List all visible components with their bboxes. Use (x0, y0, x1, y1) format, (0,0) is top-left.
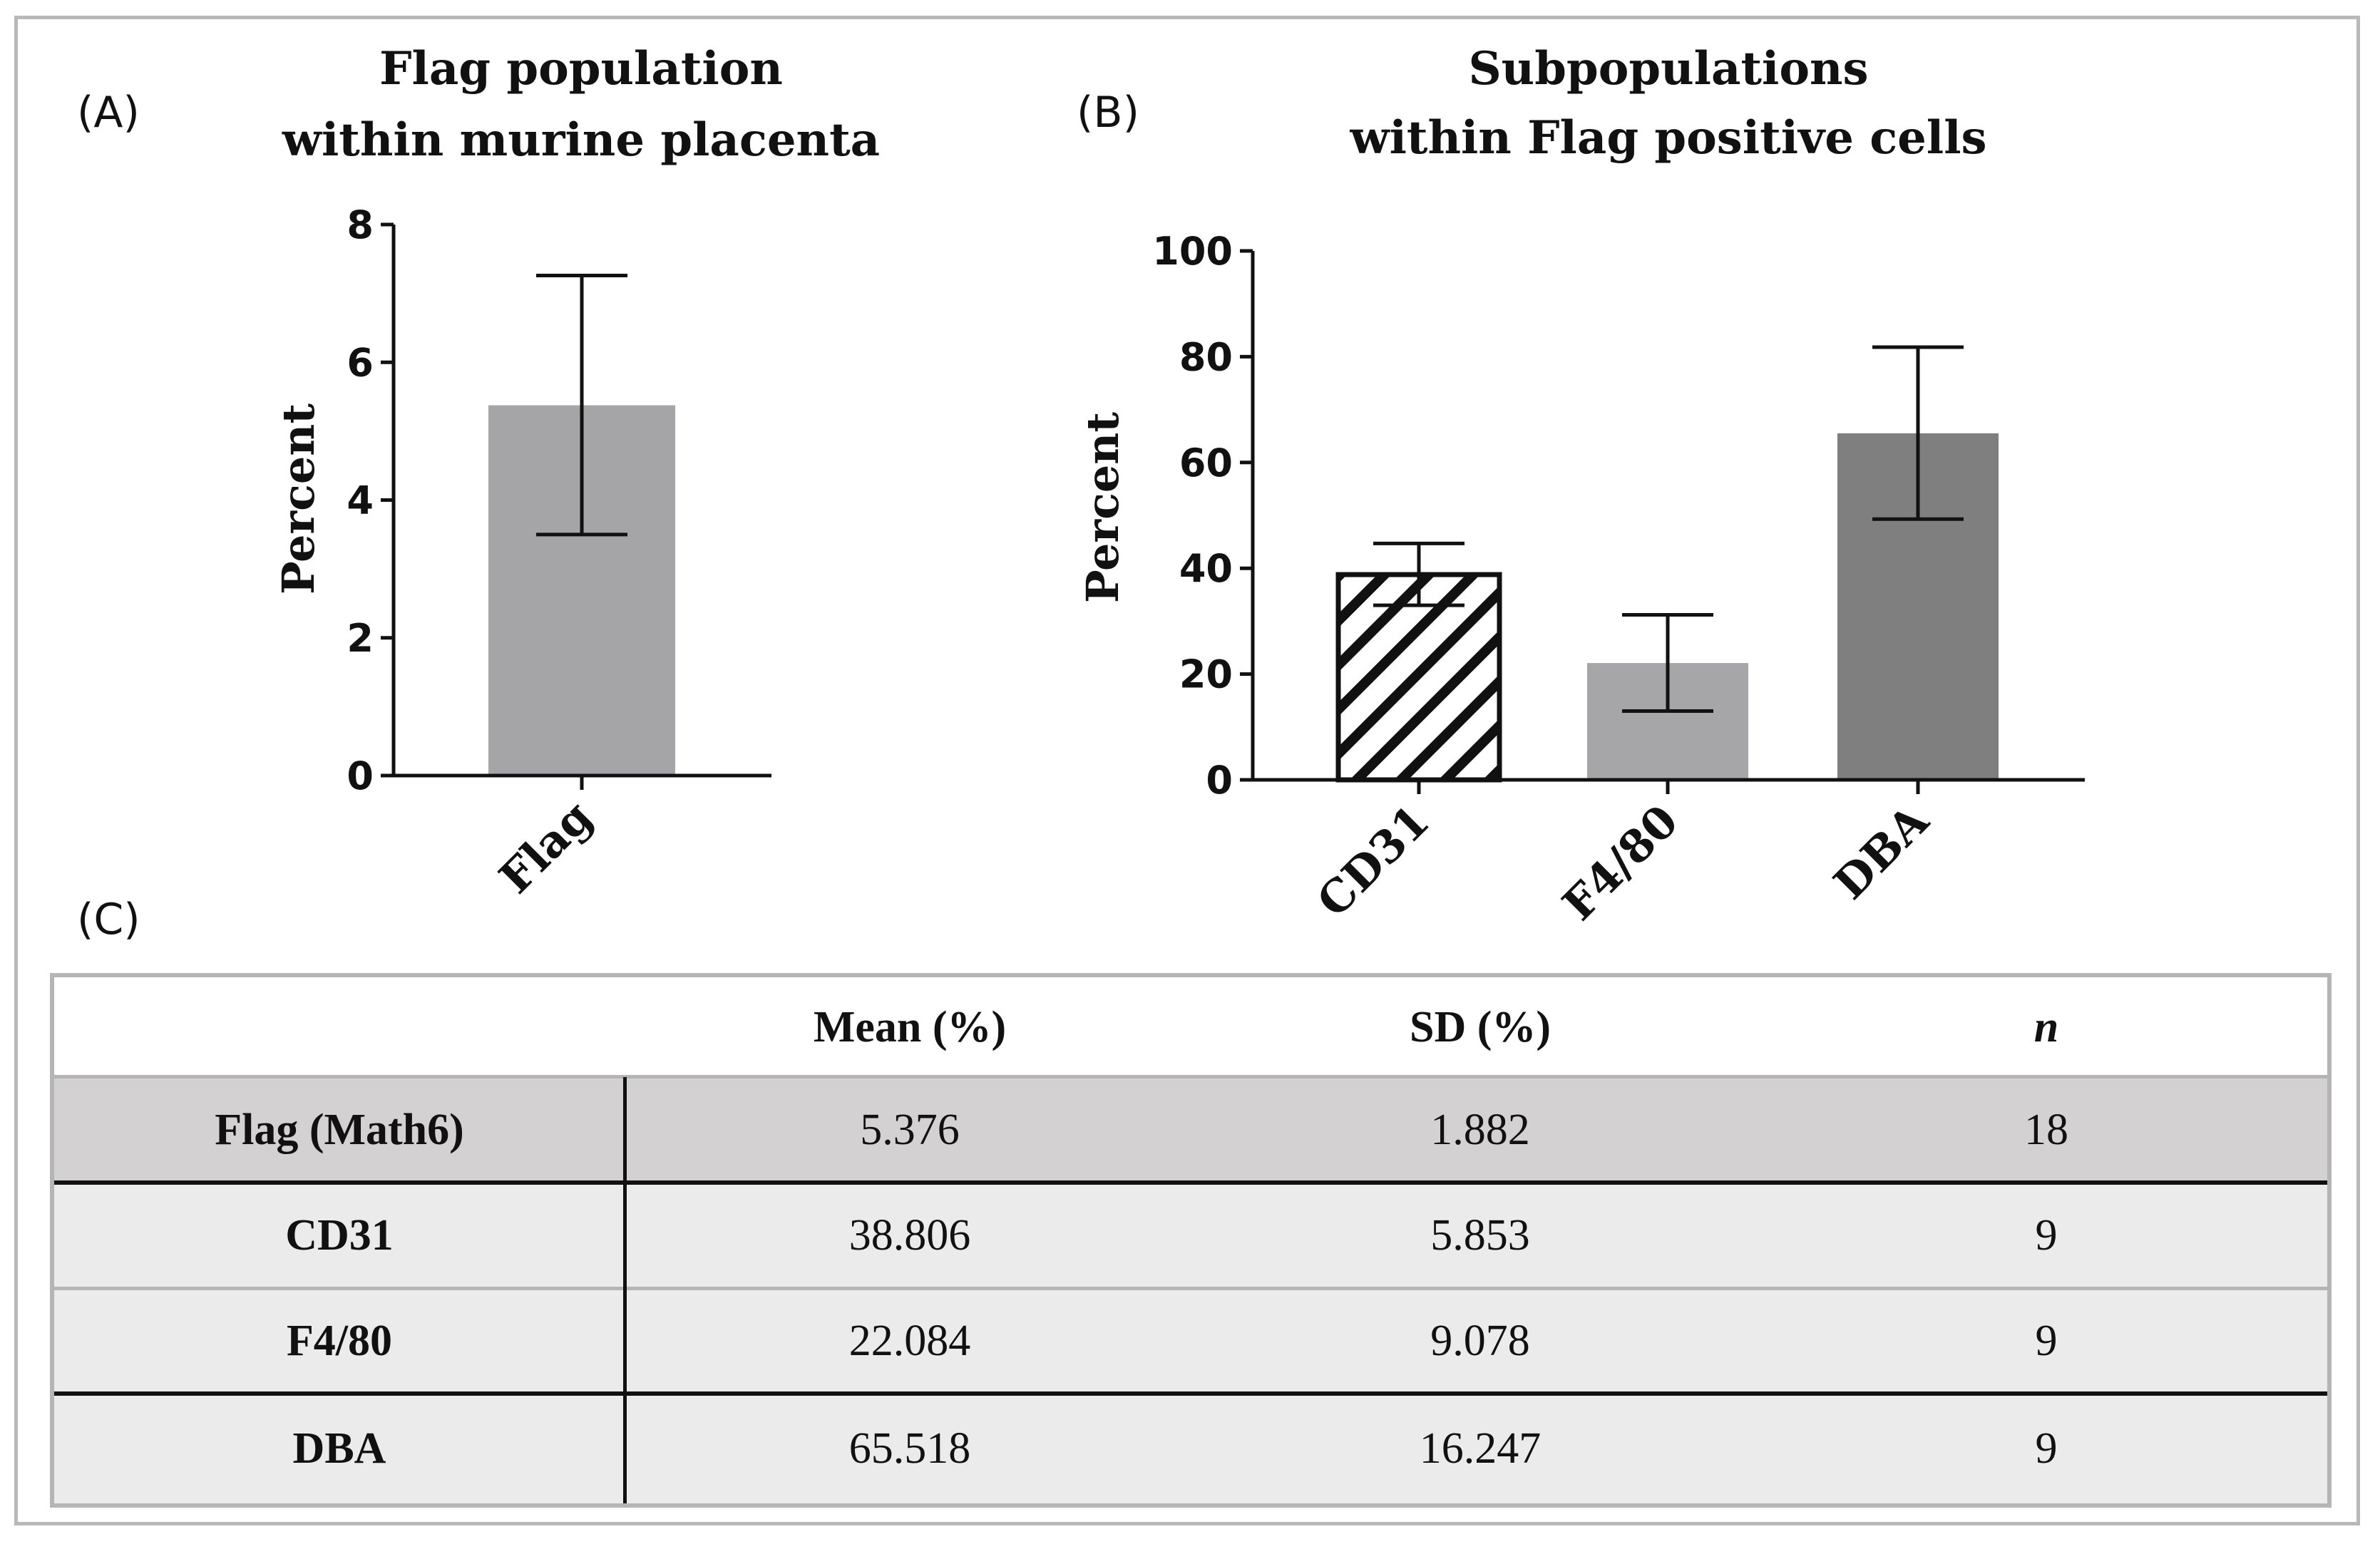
row-n: 18 (2024, 1105, 2068, 1154)
chart-a-title-line2: within murine placenta (282, 113, 880, 167)
chart-b-category-label: F4/80 (1552, 795, 1688, 930)
row-mean: 65.518 (848, 1424, 971, 1473)
row-mean: 38.806 (848, 1210, 971, 1260)
table-divider (54, 1287, 2327, 1290)
header-mean: Mean (%) (813, 1002, 1007, 1051)
table-row: DBA 65.518 16.247 9 (54, 1394, 2327, 1503)
chart-b-category-label: CD31 (1307, 795, 1440, 927)
chart-a: Flag population within murine placenta P… (272, 42, 880, 903)
row-mean: 22.084 (848, 1316, 971, 1365)
table-header-row: Mean (%) SD (%) n (54, 977, 2327, 1077)
panel-label-a: (A) (77, 88, 140, 138)
chart-b: Subpopulations within Flag positive cell… (1077, 42, 2085, 930)
panel-label-b: (B) (1077, 88, 1139, 138)
chart-a-y-tick-label: 2 (347, 616, 374, 661)
row-name: F4/80 (286, 1316, 393, 1365)
table-row: CD31 38.806 5.853 9 (54, 1183, 2327, 1288)
table-row: F4/80 22.084 9.078 9 (54, 1288, 2327, 1394)
chart-a-y-tick-label: 4 (347, 478, 374, 523)
row-name: Flag (Math6) (215, 1105, 464, 1154)
chart-a-y-tick-label: 8 (347, 202, 374, 247)
row-sd: 1.882 (1430, 1105, 1530, 1154)
chart-b-y-tick-label: 60 (1179, 441, 1233, 485)
chart-b-y-tick-label: 40 (1179, 546, 1233, 591)
chart-b-title-line2: within Flag positive cells (1349, 111, 1986, 165)
table-divider (54, 1391, 2327, 1396)
chart-a-category-label: Flag (489, 791, 602, 903)
table-divider (54, 1075, 2327, 1079)
row-n: 9 (2035, 1316, 2058, 1365)
table-row: Flag (Math6) 5.376 1.882 18 (54, 1077, 2327, 1183)
row-sd: 9.078 (1430, 1316, 1530, 1365)
chart-b-category-label: DBA (1824, 794, 1939, 909)
row-mean: 5.376 (860, 1105, 960, 1154)
table-divider (54, 1180, 2327, 1185)
chart-a-y-tick-label: 0 (347, 753, 374, 798)
row-sd: 16.247 (1419, 1424, 1542, 1473)
summary-table: Mean (%) SD (%) n Flag (Math6) 5.376 1.8… (50, 973, 2332, 1508)
panel-label-c: (C) (77, 895, 140, 945)
chart-b-y-tick-label: 0 (1206, 758, 1233, 803)
row-sd: 5.853 (1430, 1210, 1530, 1260)
chart-b-y-tick-label: 100 (1152, 229, 1233, 274)
chart-a-y-label: Percent (272, 403, 324, 595)
chart-b-bar-cd31 (1335, 572, 1502, 783)
chart-a-y-tick-label: 6 (347, 340, 374, 385)
chart-b-y-label: Percent (1077, 412, 1129, 603)
row-name: CD31 (285, 1210, 394, 1260)
chart-b-y-tick-label: 20 (1179, 652, 1233, 697)
table-column-divider (623, 1077, 627, 1503)
chart-b-y-tick-label: 80 (1179, 334, 1233, 379)
chart-b-title-line1: Subpopulations (1468, 42, 1868, 96)
row-name: DBA (292, 1424, 386, 1473)
row-n: 9 (2035, 1424, 2058, 1473)
row-n: 9 (2035, 1210, 2058, 1260)
chart-a-title-line1: Flag population (379, 42, 783, 96)
header-n: n (2033, 1002, 2059, 1051)
header-sd: SD (%) (1409, 1002, 1551, 1051)
